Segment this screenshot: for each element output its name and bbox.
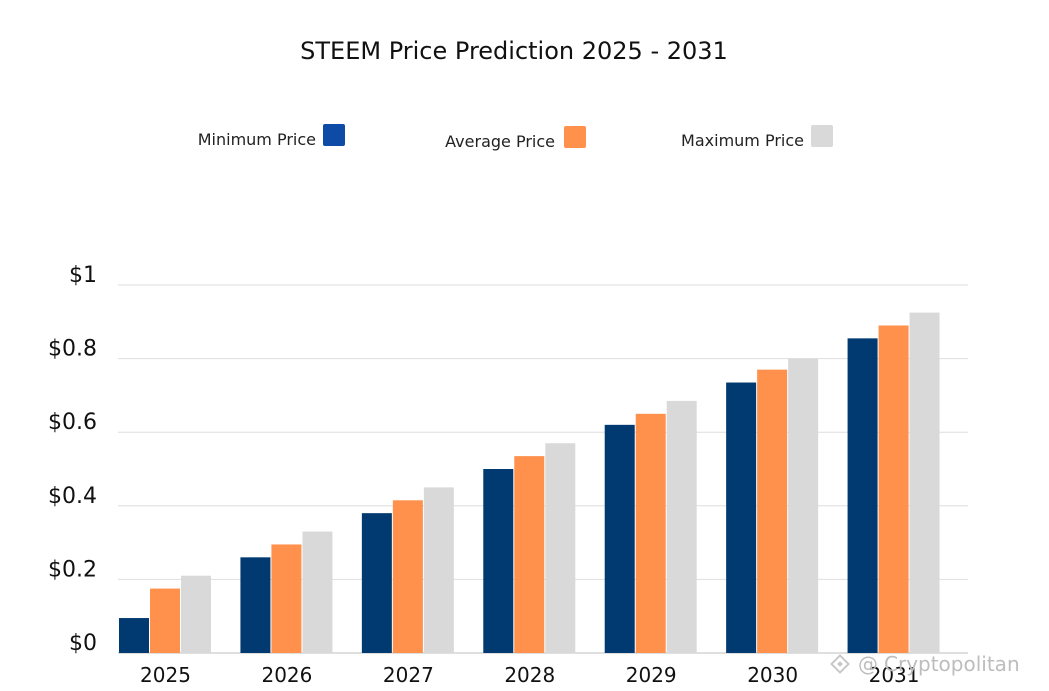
- y-axis: $0 $0.2 $0.4 $0.6 $0.8 $1: [48, 263, 97, 656]
- x-tick-label: 2027: [383, 663, 434, 687]
- bar-average-price: [514, 456, 545, 653]
- x-tick-label: 2030: [747, 663, 798, 687]
- y-tick-label: $0.8: [48, 337, 97, 362]
- legend: Minimum Price Average Price Maximum Price: [198, 124, 833, 151]
- legend-label: Minimum Price: [198, 130, 316, 149]
- watermark-text: Cryptopolitan: [884, 652, 1020, 676]
- x-tick-label: 2025: [140, 663, 191, 687]
- bar-minimum-price: [726, 382, 757, 653]
- bar-average-price: [392, 500, 423, 653]
- x-tick-label: 2026: [261, 663, 312, 687]
- legend-swatch: [323, 124, 345, 146]
- x-axis: 2025 2026 2027 2028 2029 2030 2031: [140, 663, 919, 687]
- bar-maximum-price: [423, 487, 454, 653]
- bar-maximum-price: [545, 443, 576, 653]
- y-tick-label: $0.2: [48, 557, 97, 582]
- bar-average-price: [878, 325, 909, 653]
- legend-label: Maximum Price: [681, 131, 804, 150]
- bar-minimum-price: [361, 513, 392, 653]
- watermark: @ Cryptopolitan: [830, 652, 1020, 676]
- bar-minimum-price: [483, 469, 514, 653]
- x-tick-label: 2028: [504, 663, 555, 687]
- legend-label: Average Price: [445, 132, 555, 151]
- bars: [119, 312, 940, 653]
- y-tick-label: $1: [69, 263, 97, 288]
- bar-minimum-price: [119, 618, 149, 653]
- bar-maximum-price: [666, 400, 697, 653]
- bar-maximum-price: [909, 312, 940, 653]
- bar-average-price: [150, 588, 180, 653]
- bar-maximum-price: [181, 575, 211, 653]
- chart-title: STEEM Price Prediction 2025 - 2031: [300, 37, 728, 65]
- x-tick-label: 2031: [869, 663, 920, 687]
- x-tick-label: 2029: [626, 663, 677, 687]
- bar-maximum-price: [302, 531, 333, 653]
- legend-swatch: [564, 126, 586, 148]
- bar-average-price: [635, 413, 666, 653]
- bar-minimum-price: [847, 338, 878, 653]
- binance-square-icon: [830, 654, 850, 674]
- legend-swatch: [811, 125, 833, 147]
- bar-minimum-price: [604, 424, 635, 653]
- y-tick-label: $0: [69, 631, 97, 656]
- bar-maximum-price: [788, 358, 819, 653]
- bar-average-price: [757, 369, 788, 653]
- y-tick-label: $0.4: [48, 484, 97, 509]
- y-tick-label: $0.6: [48, 410, 97, 435]
- bar-average-price: [271, 544, 302, 653]
- watermark-at-sign: @: [858, 652, 878, 676]
- bar-minimum-price: [240, 557, 271, 653]
